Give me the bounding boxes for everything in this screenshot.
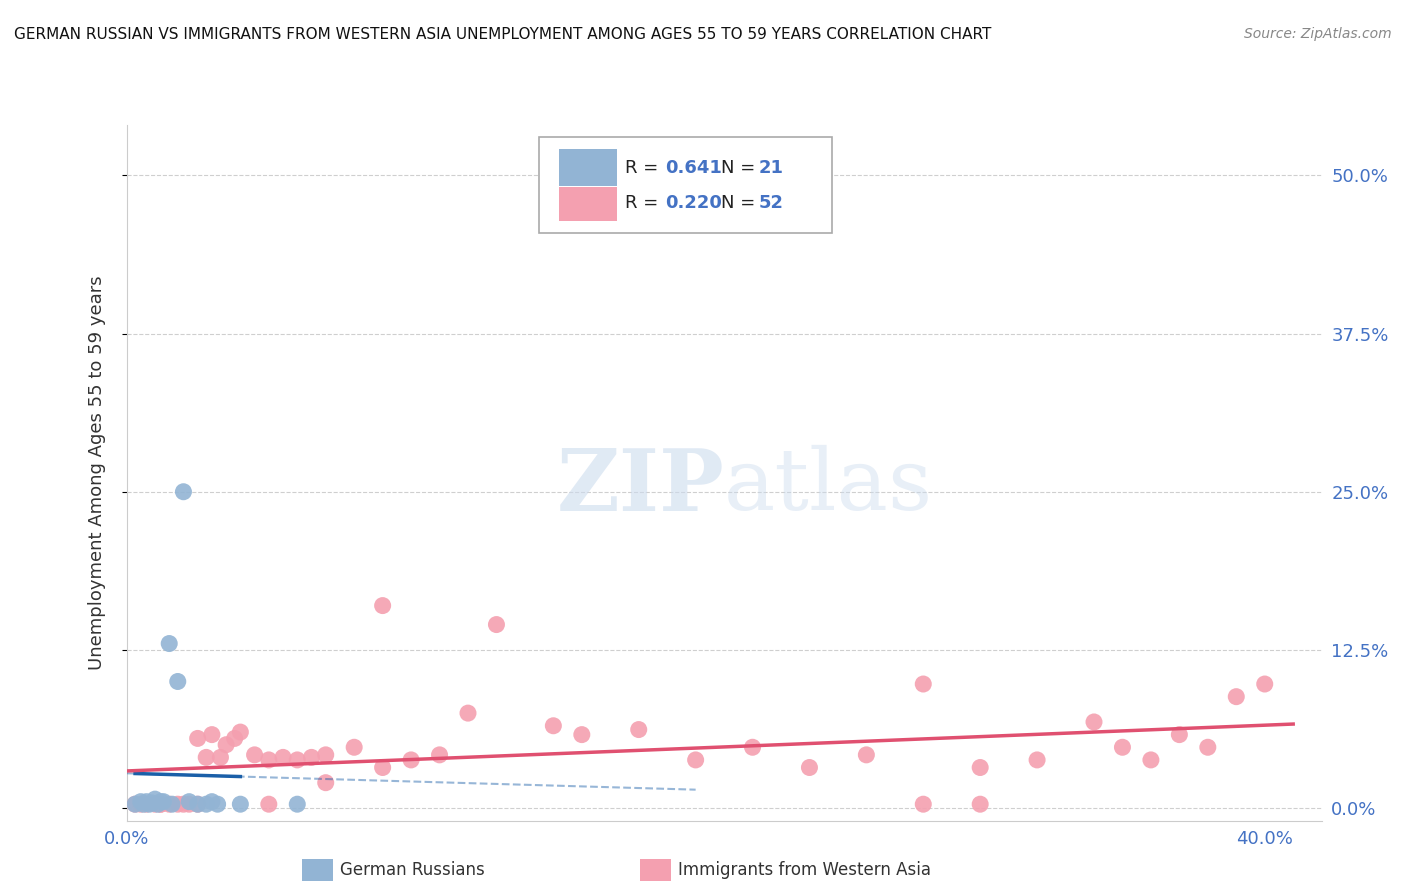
Point — [143, 792, 166, 806]
Point — [229, 797, 252, 812]
Point — [799, 760, 821, 774]
Text: 21: 21 — [759, 159, 783, 177]
Point — [207, 797, 229, 812]
Point — [209, 750, 232, 764]
Point — [912, 677, 935, 691]
Point — [149, 795, 172, 809]
Point — [485, 617, 508, 632]
Point — [627, 723, 650, 737]
Text: GERMAN RUSSIAN VS IMMIGRANTS FROM WESTERN ASIA UNEMPLOYMENT AMONG AGES 55 TO 59 : GERMAN RUSSIAN VS IMMIGRANTS FROM WESTER… — [14, 27, 991, 42]
Point — [135, 797, 157, 812]
Point — [141, 796, 163, 810]
Point — [257, 753, 280, 767]
Text: atlas: atlas — [724, 445, 934, 528]
Point — [1254, 677, 1277, 691]
Point — [285, 753, 308, 767]
Point — [187, 731, 209, 746]
Text: N =: N = — [720, 194, 761, 211]
Point — [543, 719, 565, 733]
Point — [429, 747, 451, 762]
Point — [195, 750, 218, 764]
Point — [229, 725, 252, 739]
Point — [187, 797, 209, 812]
Point — [160, 797, 183, 812]
Text: N =: N = — [720, 159, 761, 177]
Point — [315, 775, 337, 789]
Text: Source: ZipAtlas.com: Source: ZipAtlas.com — [1244, 27, 1392, 41]
Point — [1168, 728, 1191, 742]
Point — [129, 797, 152, 812]
Point — [179, 797, 201, 812]
Point — [1083, 714, 1105, 729]
Point — [224, 731, 246, 746]
Point — [124, 797, 146, 812]
Point — [969, 760, 991, 774]
Point — [172, 797, 194, 812]
Point — [179, 795, 201, 809]
Point — [271, 750, 294, 764]
Text: Immigrants from Western Asia: Immigrants from Western Asia — [678, 861, 931, 879]
Point — [138, 797, 160, 812]
Point — [201, 795, 224, 809]
Text: R =: R = — [624, 194, 664, 211]
Point — [215, 738, 238, 752]
Point — [195, 797, 218, 812]
Point — [143, 797, 166, 812]
Text: 0.641: 0.641 — [665, 159, 723, 177]
Point — [149, 797, 172, 812]
FancyBboxPatch shape — [538, 136, 831, 233]
Point — [243, 747, 266, 762]
Point — [371, 599, 394, 613]
Point — [157, 636, 180, 650]
Point — [172, 484, 194, 499]
Point — [1225, 690, 1247, 704]
Text: 0.220: 0.220 — [665, 194, 723, 211]
Point — [1111, 740, 1133, 755]
Point — [343, 740, 366, 755]
Text: R =: R = — [624, 159, 664, 177]
Point — [146, 797, 169, 812]
Text: ZIP: ZIP — [557, 445, 724, 529]
Point — [135, 795, 157, 809]
Text: 52: 52 — [759, 194, 783, 211]
Point — [855, 747, 877, 762]
FancyBboxPatch shape — [560, 187, 616, 221]
Point — [166, 797, 188, 812]
Point — [132, 797, 155, 812]
Point — [1197, 740, 1219, 755]
Point — [399, 753, 422, 767]
Text: German Russians: German Russians — [340, 861, 485, 879]
Point — [685, 753, 707, 767]
FancyBboxPatch shape — [560, 149, 616, 186]
Point — [257, 797, 280, 812]
Point — [166, 674, 188, 689]
Point — [457, 706, 479, 720]
Point — [741, 740, 763, 755]
Point — [124, 797, 146, 812]
Point — [301, 750, 323, 764]
Point — [1026, 753, 1049, 767]
Point — [149, 797, 172, 812]
Point — [157, 797, 180, 812]
Point — [969, 797, 991, 812]
Point — [912, 797, 935, 812]
Point — [1140, 753, 1163, 767]
Point — [571, 728, 593, 742]
Y-axis label: Unemployment Among Ages 55 to 59 years: Unemployment Among Ages 55 to 59 years — [87, 276, 105, 670]
Point — [187, 797, 209, 812]
Point — [285, 797, 308, 812]
Point — [315, 747, 337, 762]
Point — [152, 795, 174, 809]
Point — [201, 728, 224, 742]
Point — [129, 795, 152, 809]
Point — [371, 760, 394, 774]
